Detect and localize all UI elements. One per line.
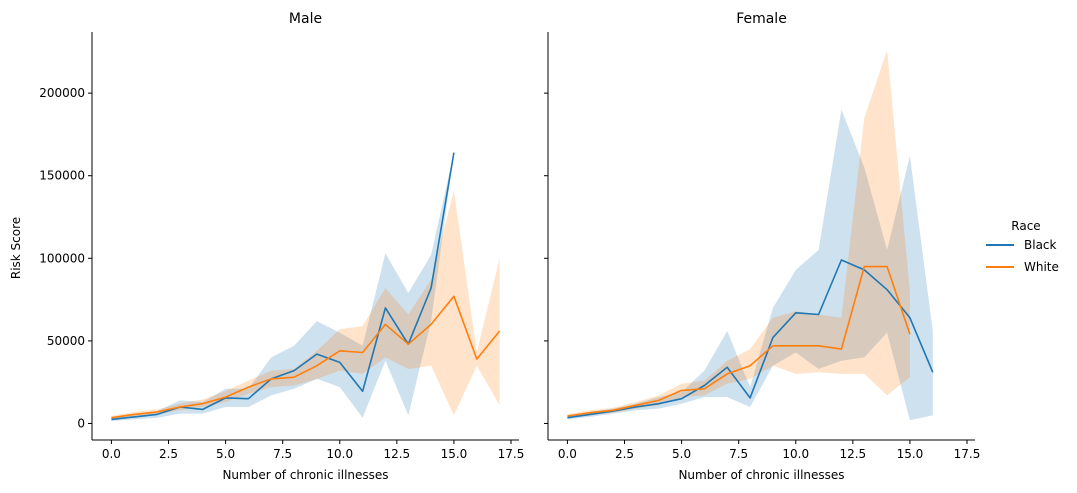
x-tick-label: 2.5 (159, 447, 178, 461)
panel-title: Male (289, 11, 322, 27)
ci-band-white (111, 190, 500, 420)
x-tick-label: 5.0 (216, 447, 235, 461)
series-line-black (111, 152, 455, 421)
x-tick-label: 12.5 (839, 447, 866, 461)
x-tick-label: 5.0 (672, 447, 691, 461)
y-tick-label: 50000 (47, 334, 85, 348)
y-tick-label: 150000 (39, 169, 85, 183)
x-tick-label: 7.5 (729, 447, 748, 461)
panel-female: Female 0.0 2.5 5.0 7.5 10.0 12.5 15.0 17.5 Number… (544, 11, 980, 482)
x-tick-label: 17.5 (954, 447, 981, 461)
legend: Race Black White (986, 219, 1059, 274)
panel-male: Male 0.0 2.5 5.0 7.5 10.0 12.5 15.0 17.5 0 50000 10… (39, 11, 524, 482)
ci-band-white (567, 50, 910, 418)
y-axis-label: Risk Score (9, 217, 23, 279)
x-tick-label: 0.0 (558, 447, 577, 461)
x-tick-label: 2.5 (615, 447, 634, 461)
y-tick-label: 0 (77, 416, 85, 430)
series-line-black (567, 259, 934, 419)
panel-title: Female (736, 11, 787, 27)
x-tick-label: 15.0 (441, 447, 468, 461)
legend-title: Race (1011, 219, 1040, 233)
legend-label-white: White (1024, 260, 1059, 274)
series-line-white (567, 265, 911, 417)
x-tick-label: 17.5 (498, 447, 525, 461)
ci-band-black (111, 152, 454, 421)
y-tick-label: 200000 (39, 86, 85, 100)
x-tick-label: 10.0 (782, 447, 809, 461)
x-tick-label: 12.5 (383, 447, 410, 461)
x-axis-label: Number of chronic illnesses (222, 468, 388, 482)
legend-label-black: Black (1024, 238, 1057, 252)
x-tick-label: 15.0 (897, 447, 924, 461)
x-tick-label: 7.5 (273, 447, 292, 461)
series-line-white (111, 295, 501, 419)
ci-band-black (567, 109, 933, 421)
x-tick-label: 0.0 (102, 447, 121, 461)
y-tick-label: 100000 (39, 251, 85, 265)
x-tick-label: 10.0 (326, 447, 353, 461)
x-axis-label: Number of chronic illnesses (678, 468, 844, 482)
